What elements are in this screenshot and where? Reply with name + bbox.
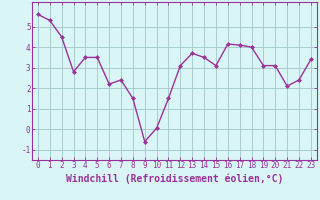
X-axis label: Windchill (Refroidissement éolien,°C): Windchill (Refroidissement éolien,°C)	[66, 173, 283, 184]
